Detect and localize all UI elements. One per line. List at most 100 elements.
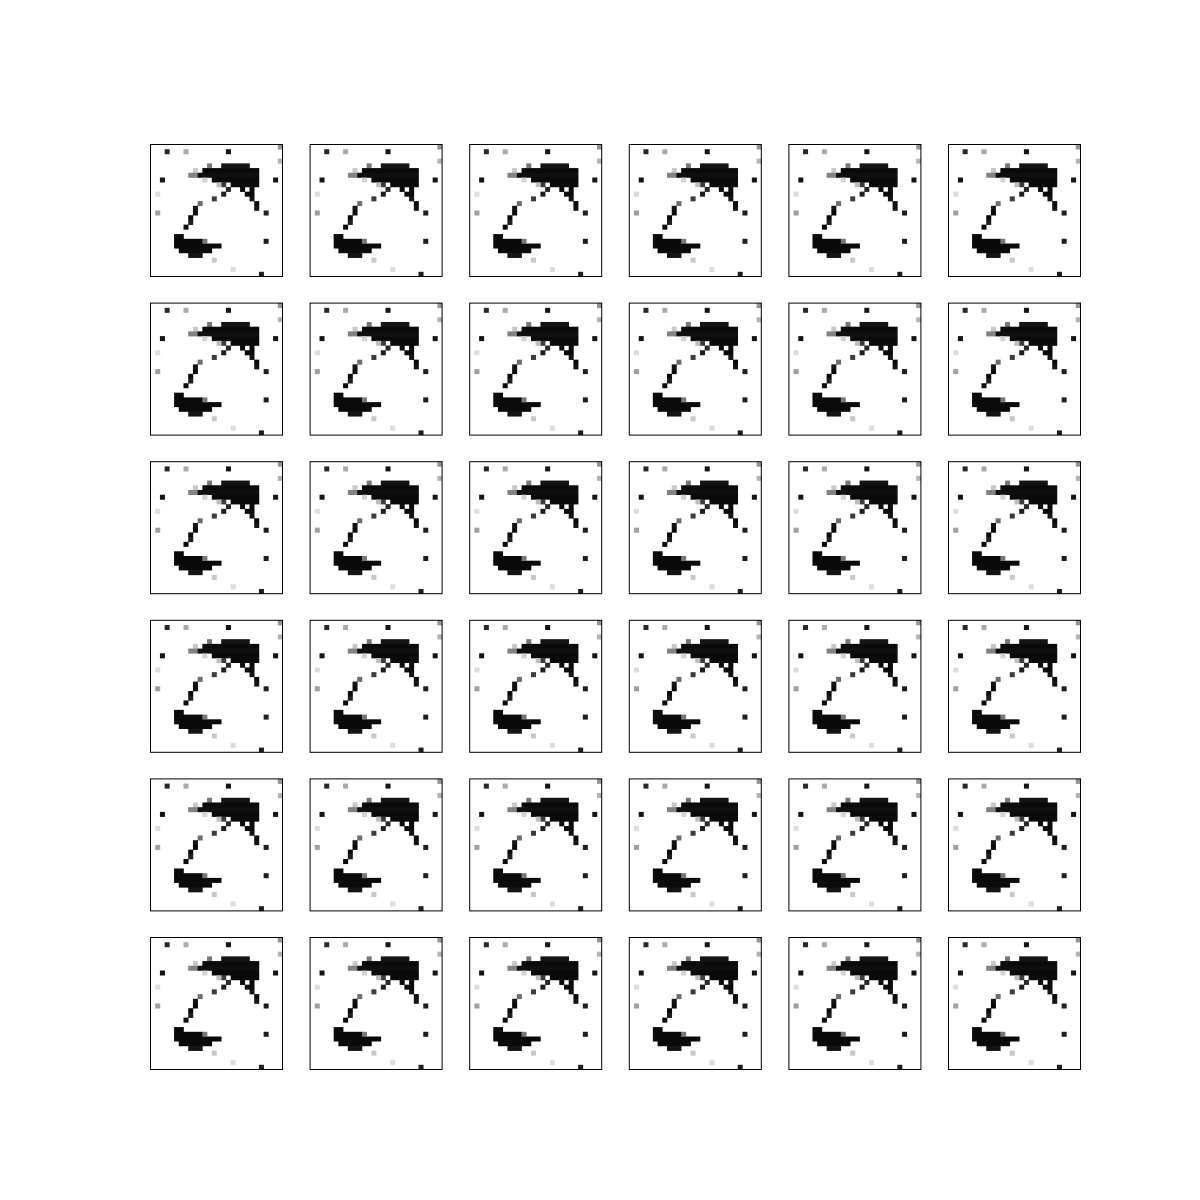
pixel xyxy=(1061,1031,1067,1037)
pixel xyxy=(812,1027,823,1033)
pixel xyxy=(244,350,255,356)
pixel xyxy=(592,970,598,976)
pixel xyxy=(273,653,279,659)
pixel xyxy=(573,201,579,207)
pixel xyxy=(869,267,875,273)
pixel xyxy=(836,835,842,841)
pixel xyxy=(207,639,213,645)
pixel xyxy=(850,257,856,263)
pixel xyxy=(263,1031,269,1037)
pixel xyxy=(1005,321,1011,327)
pixel xyxy=(1028,901,1034,907)
pixel xyxy=(859,182,865,188)
pixel xyxy=(652,397,682,403)
pixel xyxy=(361,168,419,174)
pixel xyxy=(751,336,757,342)
pixel xyxy=(652,1027,663,1033)
pixel xyxy=(493,238,522,244)
pixel xyxy=(972,392,982,398)
pixel xyxy=(582,210,588,216)
pixel xyxy=(986,411,1001,417)
pixel xyxy=(826,648,837,654)
panel-frame xyxy=(948,778,1081,912)
pixel xyxy=(578,430,584,436)
pixel xyxy=(352,369,358,375)
pixel xyxy=(986,373,992,379)
pixel xyxy=(990,369,996,375)
pixel xyxy=(836,648,898,654)
pixel xyxy=(671,686,677,692)
pixel xyxy=(263,1003,269,1009)
pixel xyxy=(756,144,762,150)
pixel xyxy=(409,830,415,836)
pixel xyxy=(657,406,691,412)
sample-panel xyxy=(948,461,1081,595)
pixel xyxy=(192,522,198,528)
panel-background xyxy=(629,303,762,436)
pixel xyxy=(197,489,260,495)
pixel xyxy=(826,1045,842,1051)
pixel xyxy=(733,840,739,846)
pixel xyxy=(254,676,260,682)
pixel xyxy=(380,321,410,327)
pixel xyxy=(540,350,546,356)
pixel xyxy=(376,975,382,981)
pixel xyxy=(371,672,377,678)
pixel xyxy=(549,742,555,748)
sample-panel xyxy=(628,461,762,595)
pixel xyxy=(249,989,255,995)
pixel xyxy=(507,1045,522,1051)
pixel xyxy=(704,625,710,631)
pixel xyxy=(493,1027,503,1033)
pixel xyxy=(972,551,982,557)
pixel xyxy=(1009,653,1058,659)
pixel xyxy=(507,489,518,495)
pixel xyxy=(962,783,968,789)
pixel xyxy=(521,653,527,659)
pixel xyxy=(634,350,640,356)
pixel xyxy=(225,466,231,472)
pixel xyxy=(249,186,255,192)
pixel xyxy=(892,994,898,1000)
pixel xyxy=(709,816,739,822)
pixel xyxy=(793,210,799,216)
pixel xyxy=(986,1008,992,1014)
pixel xyxy=(366,480,372,486)
pixel xyxy=(540,163,569,169)
pixel xyxy=(1042,667,1053,673)
pixel xyxy=(821,1017,827,1023)
pixel xyxy=(826,1008,832,1014)
pixel xyxy=(178,565,213,571)
pixel xyxy=(479,653,485,659)
pixel xyxy=(840,336,846,342)
pixel xyxy=(700,508,706,514)
pixel xyxy=(1009,177,1058,183)
sample-panel xyxy=(309,144,443,277)
pixel xyxy=(225,821,231,827)
pixel xyxy=(681,494,687,500)
sample-panel xyxy=(948,937,1081,1070)
pixel xyxy=(526,797,532,803)
sample-panel xyxy=(628,144,762,277)
pixel xyxy=(990,998,996,1004)
pixel xyxy=(390,499,419,505)
pixel xyxy=(352,686,358,692)
pixel xyxy=(549,584,555,590)
pixel xyxy=(1071,970,1077,976)
pixel xyxy=(728,504,734,510)
pixel xyxy=(671,210,677,216)
pixel xyxy=(869,975,898,981)
panel-frame xyxy=(788,778,922,912)
panel-frame xyxy=(469,937,603,1070)
pixel xyxy=(263,686,269,692)
pixel xyxy=(995,835,1001,841)
pixel xyxy=(803,625,809,631)
pixel xyxy=(892,998,898,1004)
pixel xyxy=(540,639,569,645)
pixel xyxy=(183,700,189,706)
pixel xyxy=(357,359,363,365)
pixel xyxy=(1061,369,1067,375)
pixel xyxy=(357,201,363,207)
pixel xyxy=(493,714,522,720)
pixel xyxy=(1000,177,1006,183)
